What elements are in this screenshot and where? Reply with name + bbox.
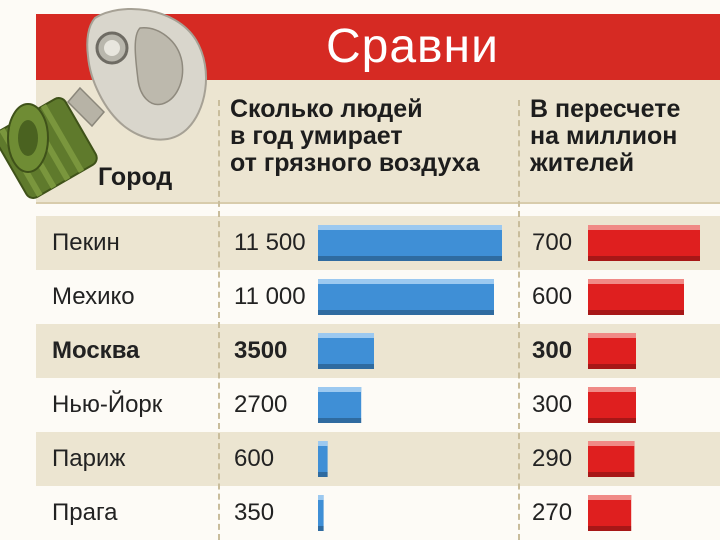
deaths-bar (318, 279, 494, 315)
column-header-per-million: В пересчете на миллион жителей (530, 95, 681, 177)
city-name: Пекин (52, 229, 120, 256)
per-million-bar (588, 387, 636, 423)
deaths-bar (318, 225, 502, 261)
city-name: Москва (52, 337, 140, 364)
per-million-value: 600 (532, 283, 573, 310)
city-name: Париж (52, 445, 126, 472)
deaths-bar (318, 441, 328, 477)
column-header-deaths: Сколько людей в год умирает от грязного … (230, 95, 480, 177)
deaths-value: 2700 (234, 391, 288, 418)
gas-mask-icon (0, 8, 207, 199)
per-million-bar (588, 225, 700, 261)
deaths-value: 600 (234, 445, 275, 472)
per-million-bar (588, 333, 636, 369)
per-million-value: 300 (532, 391, 573, 418)
deaths-bar (318, 333, 374, 369)
per-million-value: 290 (532, 445, 573, 472)
city-name: Прага (52, 499, 118, 526)
page-title: Сравни (326, 20, 499, 73)
city-name: Нью-Йорк (52, 391, 163, 418)
deaths-bar (318, 387, 362, 423)
column-header-city: Город (98, 163, 173, 191)
per-million-bar (588, 495, 632, 531)
deaths-value: 11 500 (234, 229, 306, 256)
deaths-value: 3500 (234, 337, 288, 364)
city-name: Мехико (52, 283, 135, 310)
column-divider (218, 100, 220, 540)
per-million-value: 300 (532, 337, 573, 364)
per-million-bar (588, 279, 684, 315)
per-million-value: 270 (532, 499, 573, 526)
per-million-value: 700 (532, 229, 573, 256)
deaths-bar (318, 495, 324, 531)
deaths-value: 11 000 (234, 283, 306, 310)
per-million-bar (588, 441, 635, 477)
column-divider (518, 100, 520, 540)
deaths-value: 350 (234, 499, 275, 526)
